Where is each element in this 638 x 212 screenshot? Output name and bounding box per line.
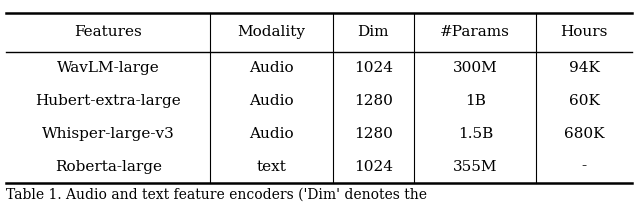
Text: Audio: Audio: [249, 61, 293, 75]
Text: WavLM-large: WavLM-large: [57, 61, 160, 75]
Text: Hours: Hours: [560, 25, 608, 39]
Text: 1024: 1024: [354, 61, 393, 75]
Text: Modality: Modality: [237, 25, 306, 39]
Text: 1B: 1B: [465, 94, 486, 108]
Text: Audio: Audio: [249, 94, 293, 108]
Text: 1024: 1024: [354, 159, 393, 173]
Text: 355M: 355M: [453, 159, 498, 173]
Text: 1280: 1280: [354, 127, 393, 141]
Text: Roberta-large: Roberta-large: [55, 159, 162, 173]
Text: #Params: #Params: [440, 25, 510, 39]
Text: Table 1. Audio and text feature encoders ('Dim' denotes the: Table 1. Audio and text feature encoders…: [6, 188, 427, 202]
Text: 1280: 1280: [354, 94, 393, 108]
Text: 94K: 94K: [568, 61, 600, 75]
Text: 300M: 300M: [453, 61, 498, 75]
Text: Features: Features: [75, 25, 142, 39]
Text: text: text: [256, 159, 286, 173]
Text: -: -: [581, 159, 586, 173]
Text: Dim: Dim: [358, 25, 389, 39]
Text: Hubert-extra-large: Hubert-extra-large: [36, 94, 181, 108]
Text: Audio: Audio: [249, 127, 293, 141]
Text: 1.5B: 1.5B: [457, 127, 493, 141]
Text: 680K: 680K: [564, 127, 604, 141]
Text: Whisper-large-v3: Whisper-large-v3: [42, 127, 175, 141]
Text: 60K: 60K: [568, 94, 600, 108]
